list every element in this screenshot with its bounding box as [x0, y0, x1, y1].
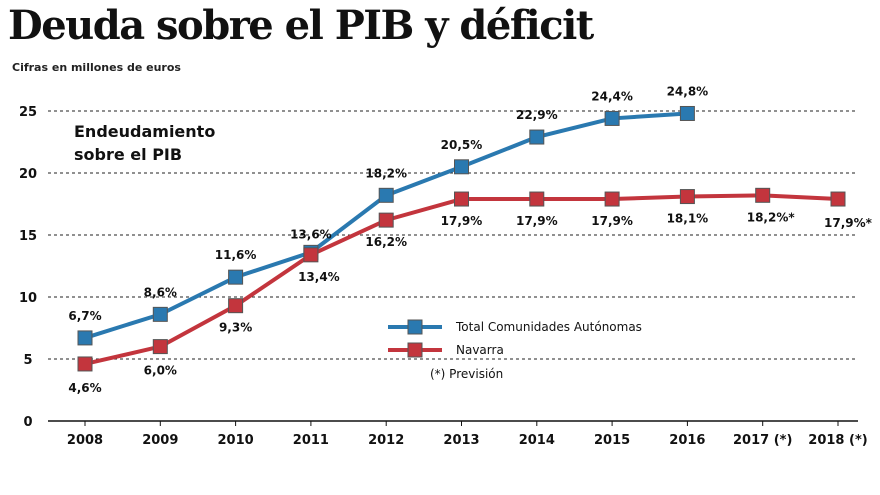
data-point — [755, 187, 771, 203]
data-point — [604, 110, 620, 126]
data-point — [529, 129, 545, 145]
x-tick-label: 2017 (*) — [733, 433, 792, 448]
x-tick-label: 2010 — [218, 433, 254, 448]
x-tick-label: 2011 — [293, 433, 329, 448]
data-point — [77, 356, 93, 372]
data-point — [604, 191, 620, 207]
x-tick-label: 2008 — [67, 433, 103, 448]
data-point — [228, 298, 244, 314]
chart-title: Deuda sobre el PIB y déficit — [8, 2, 594, 49]
data-label: 6,7% — [68, 309, 101, 323]
legend-marker — [407, 319, 423, 335]
data-label: 9,3% — [219, 321, 252, 335]
data-label: 20,5% — [441, 138, 483, 152]
data-label: 17,9%* — [824, 216, 873, 230]
data-label: 18,2% — [365, 166, 407, 180]
data-point — [152, 306, 168, 322]
data-label: 4,6% — [68, 381, 101, 395]
chart-subtitle: Cifras en millones de euros — [12, 61, 181, 74]
data-label: 24,8% — [667, 84, 709, 98]
data-label: 22,9% — [516, 108, 558, 122]
x-tick-label: 2012 — [368, 433, 404, 448]
y-tick-label: 15 — [19, 229, 37, 244]
data-label: 17,9% — [591, 214, 633, 228]
data-point — [679, 189, 695, 205]
x-tick-label: 2015 — [594, 433, 630, 448]
data-point — [77, 330, 93, 346]
data-point — [228, 269, 244, 285]
data-label: 17,9% — [441, 214, 483, 228]
data-label: 17,9% — [516, 214, 558, 228]
legend-entry: Navarra — [456, 343, 504, 357]
data-point — [378, 187, 394, 203]
legend-note: (*) Previsión — [430, 367, 503, 381]
data-label: 13,6% — [290, 227, 332, 241]
data-label: 11,6% — [215, 248, 257, 262]
data-label: 24,4% — [591, 89, 633, 103]
data-label: 8,6% — [144, 285, 177, 299]
data-point — [529, 191, 545, 207]
y-tick-label: 20 — [19, 167, 37, 182]
x-tick-label: 2009 — [142, 433, 178, 448]
data-label: 18,2%* — [747, 210, 796, 224]
legend-marker — [407, 342, 423, 358]
x-tick-label: 2014 — [519, 433, 555, 448]
data-label: 6,0% — [144, 364, 177, 378]
y-tick-label: 5 — [23, 353, 32, 368]
x-tick-label: 2013 — [443, 433, 479, 448]
y-tick-label: 0 — [23, 415, 32, 430]
data-point — [303, 247, 319, 263]
data-point — [830, 191, 846, 207]
data-label: 18,1% — [667, 212, 709, 226]
x-tick-label: 2016 — [669, 433, 705, 448]
data-label: 13,4% — [298, 270, 340, 284]
data-point — [152, 339, 168, 355]
annotation-line-1: Endeudamiento — [74, 122, 215, 141]
legend-entry: Total Comunidades Autónomas — [455, 320, 642, 334]
data-point — [454, 191, 469, 207]
x-tick-label: 2018 (*) — [808, 433, 867, 448]
y-tick-label: 10 — [19, 291, 37, 306]
data-point — [378, 212, 394, 228]
y-tick-label: 25 — [19, 105, 37, 120]
data-point — [679, 105, 695, 121]
annotation-line-2: sobre el PIB — [74, 145, 182, 164]
data-label: 16,2% — [365, 235, 407, 249]
data-point — [454, 159, 469, 175]
